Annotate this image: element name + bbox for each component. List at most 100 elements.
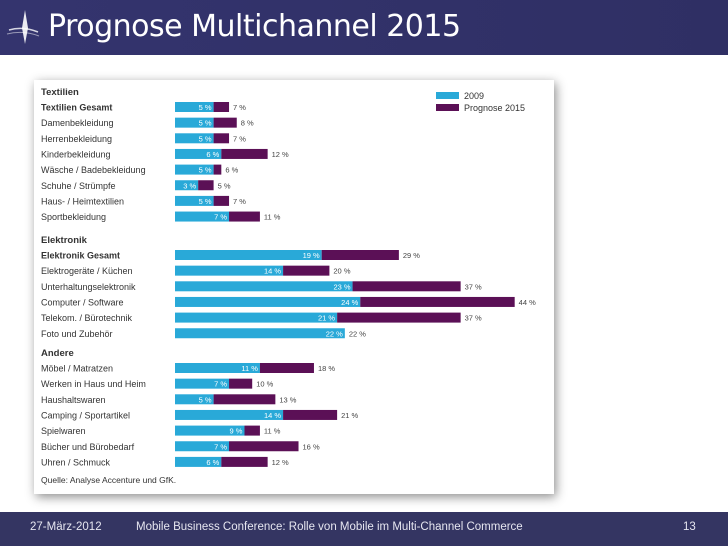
data-label-2009: 11 %: [241, 364, 258, 373]
data-label-2009: 6 %: [206, 458, 219, 467]
group-header: Elektronik: [41, 235, 88, 246]
bar-2015: [321, 250, 399, 260]
bar-2015: [337, 312, 461, 323]
bar-2015: [213, 164, 222, 175]
bar-2009: [175, 180, 199, 191]
row-label: Camping / Sportartikel: [41, 410, 130, 420]
row-label: Möbel / Matratzen: [41, 364, 113, 374]
row-label: Elektrogeräte / Küchen: [41, 266, 133, 276]
slide-title: Prognose Multichannel 2015: [48, 9, 461, 44]
bar-2015: [213, 133, 230, 144]
bar-2009: [175, 378, 230, 389]
row-label: Elektronik Gesamt: [41, 251, 120, 261]
bar-2009: [175, 296, 361, 307]
legend-swatch: [436, 104, 459, 111]
bar-2009: [175, 281, 353, 292]
bar-2015: [259, 363, 314, 373]
data-label-2015: 10 %: [256, 380, 273, 389]
legend-label: Prognose 2015: [464, 103, 525, 113]
data-label-2009: 7 %: [214, 213, 227, 222]
data-label-2015: 13 %: [279, 395, 296, 404]
row-label: Unterhaltungselektronik: [41, 282, 136, 292]
data-label-2015: 7 %: [233, 134, 246, 143]
data-label-2015: 44 %: [519, 298, 536, 307]
chart: 2009 Prognose 2015 Textilien Textilien Gesa…: [41, 87, 536, 485]
bar-2009: [175, 148, 222, 159]
bar-2009: [175, 409, 284, 420]
data-label-2009: 7 %: [214, 442, 227, 451]
data-label-2009: 3 %: [183, 181, 196, 190]
bar-2009: [175, 441, 230, 452]
data-label-2009: 19 %: [303, 251, 320, 260]
data-label-2015: 11 %: [264, 213, 281, 222]
bar-2009: [175, 265, 284, 276]
row-label: Foto und Zubehör: [41, 329, 113, 339]
legend-label: 2009: [464, 91, 484, 101]
bar-2015: [213, 102, 230, 112]
data-label-2009: 6 %: [206, 150, 219, 159]
bar-2015: [283, 265, 330, 276]
bar-2015: [221, 148, 268, 159]
row-label: Werken in Haus und Heim: [41, 379, 146, 389]
data-label-2015: 11 %: [264, 427, 281, 436]
bar-2015: [229, 378, 253, 389]
data-label-2009: 24 %: [341, 298, 358, 307]
row-label: Schuhe / Strümpfe: [41, 181, 116, 191]
slide-footer: 27-März-2012 Mobile Business Conference:…: [0, 512, 728, 546]
data-label-2009: 9 %: [230, 427, 243, 436]
data-label-2009: 5 %: [199, 119, 212, 128]
bar-2009: [175, 195, 214, 206]
bar-2015: [213, 195, 230, 206]
bar-2009: [175, 394, 214, 405]
bar-2009: [175, 164, 214, 175]
row-label: Wäsche / Badebekleidung: [41, 165, 146, 175]
bar-2009: [175, 117, 214, 128]
row-label: Bücher und Bürobedarf: [41, 442, 135, 452]
data-label-2009: 5 %: [199, 103, 212, 112]
bar-2015: [244, 425, 260, 436]
data-label-2015: 37 %: [465, 314, 482, 323]
bar-2009: [175, 250, 322, 260]
data-label-2015: 29 %: [403, 251, 420, 260]
row-label: Uhren / Schmuck: [41, 457, 111, 467]
data-label-2015: 8 %: [241, 119, 254, 128]
bar-2009: [175, 211, 230, 222]
data-label-2009: 22 %: [326, 329, 343, 338]
data-label-2015: 20 %: [333, 267, 350, 276]
data-label-2015: 7 %: [233, 197, 246, 206]
row-label: Haus- / Heimtextilien: [41, 196, 124, 206]
data-label-2015: 16 %: [303, 442, 320, 451]
bar-2015: [229, 441, 299, 452]
data-label-2009: 5 %: [199, 134, 212, 143]
compass-logo-icon: [6, 10, 40, 44]
bar-2015: [283, 409, 338, 420]
row-label: Sportbekleidung: [41, 212, 106, 222]
row-label: Telekom. / Bürotechnik: [41, 313, 133, 323]
footer-text: Mobile Business Conference: Rolle von Mo…: [136, 521, 523, 533]
slide-header: Prognose Multichannel 2015: [0, 0, 728, 55]
data-label-2015: 21 %: [341, 411, 358, 420]
page-number: 13: [683, 521, 696, 533]
bar-2015: [213, 394, 276, 405]
data-label-2015: 22 %: [349, 329, 366, 338]
data-label-2009: 5 %: [199, 395, 212, 404]
data-label-2015: 5 %: [218, 181, 231, 190]
source-note: Quelle: Analyse Accenture und GfK.: [41, 475, 176, 485]
row-label: Herrenbekleidung: [41, 134, 112, 144]
data-label-2015: 12 %: [272, 150, 289, 159]
data-label-2009: 5 %: [199, 197, 212, 206]
row-label: Spielwaren: [41, 426, 86, 436]
bar-2015: [360, 296, 515, 307]
row-label: Kinderbekleidung: [41, 149, 111, 159]
data-label-2015: 18 %: [318, 364, 335, 373]
data-label-2009: 14 %: [264, 411, 281, 420]
row-label: Damenbekleidung: [41, 118, 114, 128]
bar-2009: [175, 456, 222, 467]
row-label: Haushaltswaren: [41, 395, 106, 405]
bar-2009: [175, 102, 214, 112]
row-label: Computer / Software: [41, 297, 124, 307]
bar-2009: [175, 133, 214, 144]
data-label-2015: 7 %: [233, 103, 246, 112]
bar-2015: [229, 211, 260, 222]
bar-2015: [198, 180, 214, 191]
